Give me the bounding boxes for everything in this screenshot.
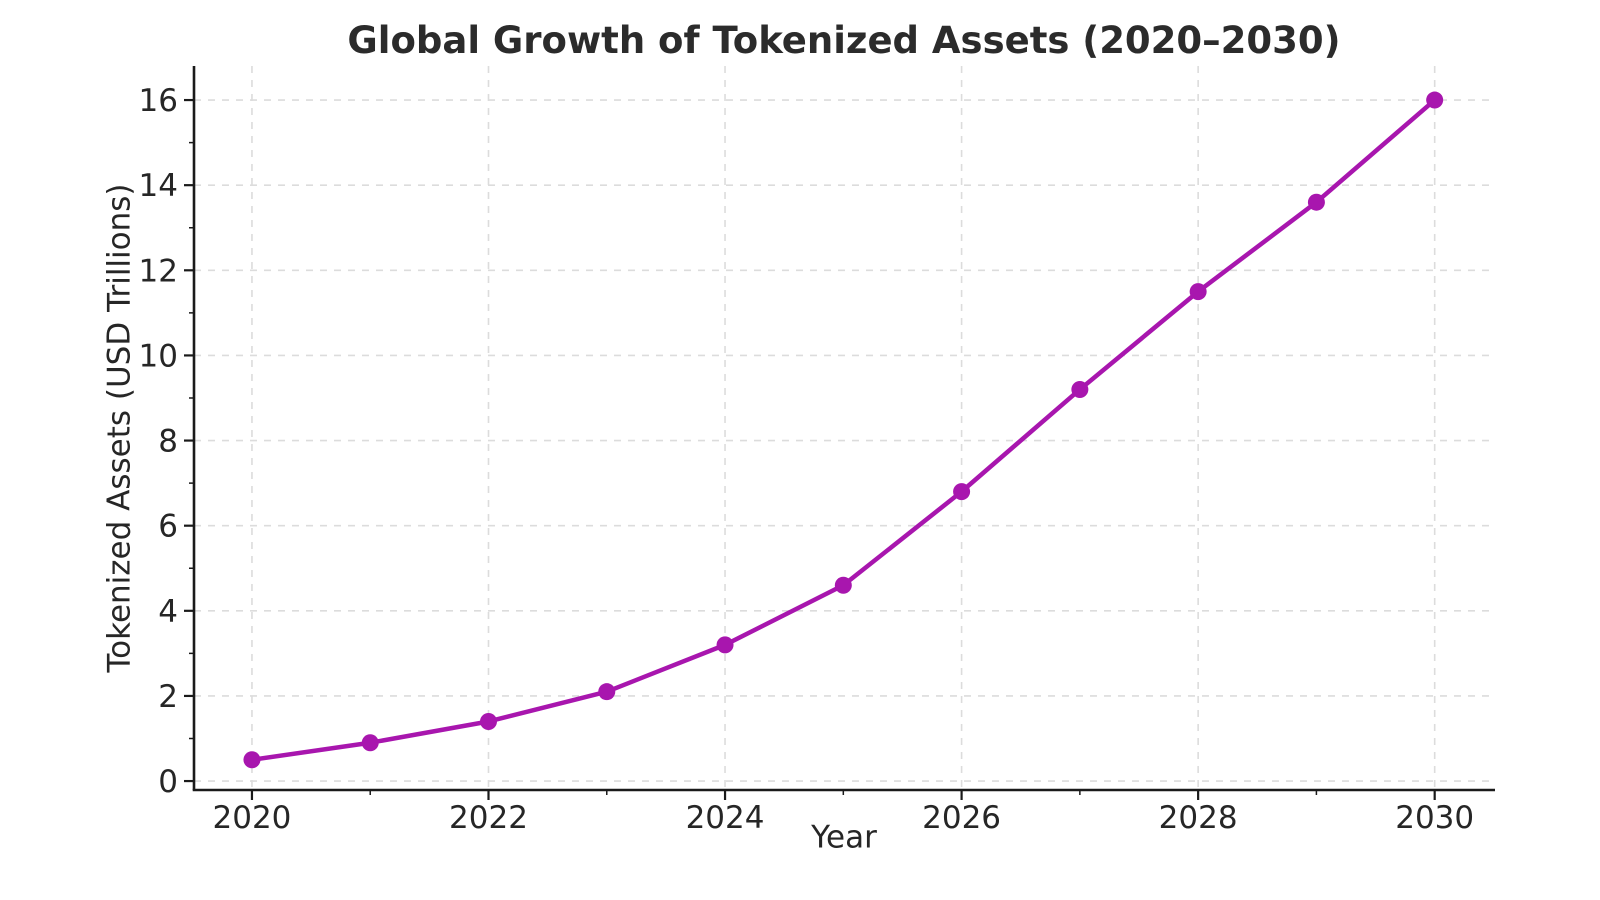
- y-tick-label: 12: [139, 253, 178, 289]
- data-point-marker: [1307, 193, 1325, 211]
- y-axis-label: Tokenized Assets (USD Trillions): [101, 183, 138, 673]
- x-tick-label: 2024: [686, 800, 765, 836]
- x-tick-label: 2030: [1395, 800, 1474, 836]
- data-point-marker: [716, 636, 734, 654]
- data-point-marker: [953, 483, 971, 501]
- data-point-marker: [598, 683, 616, 701]
- x-axis-label: Year: [811, 819, 877, 856]
- y-tick-label: 0: [158, 764, 178, 800]
- chart-title: Global Growth of Tokenized Assets (2020–…: [347, 19, 1341, 62]
- y-tick-label: 10: [139, 338, 178, 374]
- y-tick-label: 4: [158, 594, 178, 630]
- x-tick-label: 2020: [213, 800, 292, 836]
- y-tick-label: 14: [139, 168, 178, 204]
- x-tick-label: 2028: [1159, 800, 1238, 836]
- y-tick-label: 16: [139, 83, 178, 119]
- data-point-marker: [1071, 380, 1089, 398]
- data-line: [249, 97, 1437, 763]
- y-tick-label: 6: [158, 509, 178, 545]
- y-tick-label: 2: [158, 679, 178, 715]
- x-tick-label: 2022: [449, 800, 528, 836]
- data-point-marker: [243, 751, 261, 769]
- data-point-marker: [834, 576, 852, 594]
- y-tick-label: 8: [158, 424, 178, 460]
- data-point-marker: [1426, 91, 1444, 109]
- data-point-marker: [361, 734, 379, 752]
- data-point-marker: [479, 712, 497, 730]
- x-tick-label: 2026: [922, 800, 1001, 836]
- data-point-marker: [1189, 283, 1207, 301]
